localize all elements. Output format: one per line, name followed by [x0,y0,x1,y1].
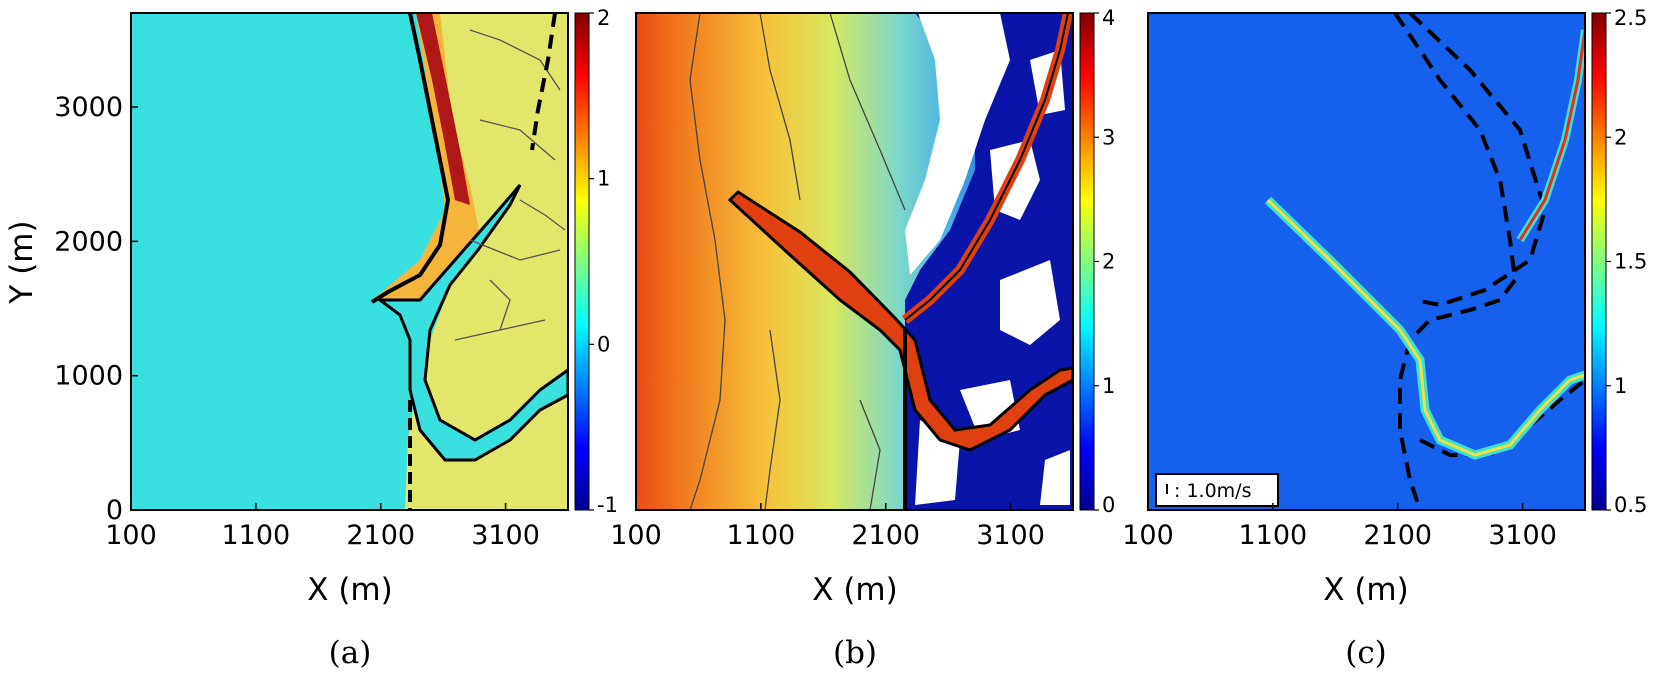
panel-b-xtick-label-2: 2100 [851,520,920,551]
panel-c-xtick-label-0: 100 [1122,520,1174,551]
panel-c-dashed-channel-b [1408,13,1548,308]
panel-b-colorbar-tick-label-2: 2 [1102,250,1115,274]
panel-a-dune-red [416,13,470,205]
panel-c-caption: (c) [1345,635,1387,671]
panel-c: : 1.0m/s 100 1100 2100 3100 2.5 2 1.5 1 0.5 [1122,6,1647,551]
panel-b-xlabel: X (m) [812,572,897,608]
panel-c-colorbar-tick-label-4: 0.5 [1614,493,1647,517]
panel-b-contour-1 [689,13,726,510]
panel-a-contour-1 [454,29,561,341]
panel-c-legend-text: : 1.0m/s [1174,480,1251,502]
panel-c-colorbar-tick-label-3: 1 [1614,374,1627,398]
panel-c-jet-north-core [1518,29,1585,241]
panel-c-dashed-channel-a [1393,13,1518,510]
panel-b-field [636,13,1073,510]
panel-b-channel-north-edge [904,13,1069,321]
panel-a-xlabel: X (m) [307,572,392,608]
panel-b-colorbar-tick-label-0: 4 [1102,6,1115,30]
panel-a: 100 1100 2100 3100 0 1000 2000 3000 2 1 0 -1 [54,6,618,551]
panel-a-sand-orange [372,13,480,300]
panel-b-land-white-1 [905,13,1010,275]
panel-b-land-white-2 [915,50,1070,505]
panel-b-xtick-label-3: 3100 [976,520,1045,551]
panel-b-frame [635,12,1074,511]
panel-a-contour-2 [489,199,566,331]
panel-a-colorbar-tick-label-2: 0 [597,332,610,356]
panel-a-ytick-label-2: 2000 [54,226,123,257]
panel-c-legend-box [1155,473,1279,507]
panel-a-shoreline [370,13,451,304]
panel-c-colorbar-tick-label-1: 2 [1614,125,1627,149]
panel-b-xtick-label-1: 1100 [726,520,795,551]
panel-a-frame [130,12,569,511]
panel-a-ticks: 100 1100 2100 3100 0 1000 2000 3000 2 1 0 -1 [54,6,618,551]
panel-a-xtick-label-1: 1100 [221,520,290,551]
panel-c-field: : 1.0m/s [1148,13,1585,510]
panel-b-caption: (b) [833,635,877,671]
panel-b-contour-2 [759,13,801,510]
panel-a-colorbar-tick-label-1: 1 [597,167,610,191]
panel-c-xtick-label-2: 2100 [1363,520,1432,551]
panel-b-colorbar-tick-label-4: 0 [1102,493,1115,517]
panel-a-colorbar [574,12,590,511]
panel-c-xlabel: X (m) [1323,572,1408,608]
panel-b: 100 1100 2100 3100 4 3 2 1 0 [610,6,1115,551]
panel-a-xtick-label-3: 3100 [471,520,540,551]
panel-b-colorbar-tick-label-3: 1 [1102,374,1115,398]
panel-b-channel-fill [727,190,1073,452]
panel-a-field [131,13,568,510]
panel-a-ylabel: Y (m) [4,220,40,304]
panel-a-colorbar-tick-label-0: 2 [597,6,610,30]
panel-b-colorbar-tick-label-1: 3 [1102,125,1115,149]
panel-b-xtick-label-0: 100 [610,520,662,551]
panel-a-ytick-label-0: 0 [106,495,123,526]
panel-b-colorbar [1079,12,1095,511]
panel-c-xtick-label-3: 3100 [1488,520,1557,551]
panel-a-caption: (a) [329,635,372,671]
panel-c-colorbar-tick-label-2: 1.5 [1614,250,1647,274]
panel-a-xtick-label-0: 100 [105,520,157,551]
panel-c-ticks: 100 1100 2100 3100 2.5 2 1.5 1 0.5 [1122,6,1647,551]
panel-a-xtick-label-2: 2100 [346,520,415,551]
panel-a-channel [375,184,568,462]
panel-c-jet-core [1266,198,1585,457]
panel-c-colorbar-tick-label-0: 2.5 [1614,6,1647,30]
panel-c-frame [1147,12,1586,511]
panel-b-contour-3 [829,13,906,510]
panel-a-ytick-label-1: 1000 [54,361,123,392]
panel-a-dashed-boundary [530,13,557,151]
panel-b-ticks: 100 1100 2100 3100 4 3 2 1 0 [610,6,1115,551]
panel-c-dashed-channel-c [1419,378,1585,457]
panel-c-colorbar [1591,12,1607,511]
panel-c-xtick-label-1: 1100 [1238,520,1307,551]
panel-a-ytick-label-3: 3000 [54,92,123,123]
panel-a-colorbar-tick-label-3: -1 [597,493,618,517]
